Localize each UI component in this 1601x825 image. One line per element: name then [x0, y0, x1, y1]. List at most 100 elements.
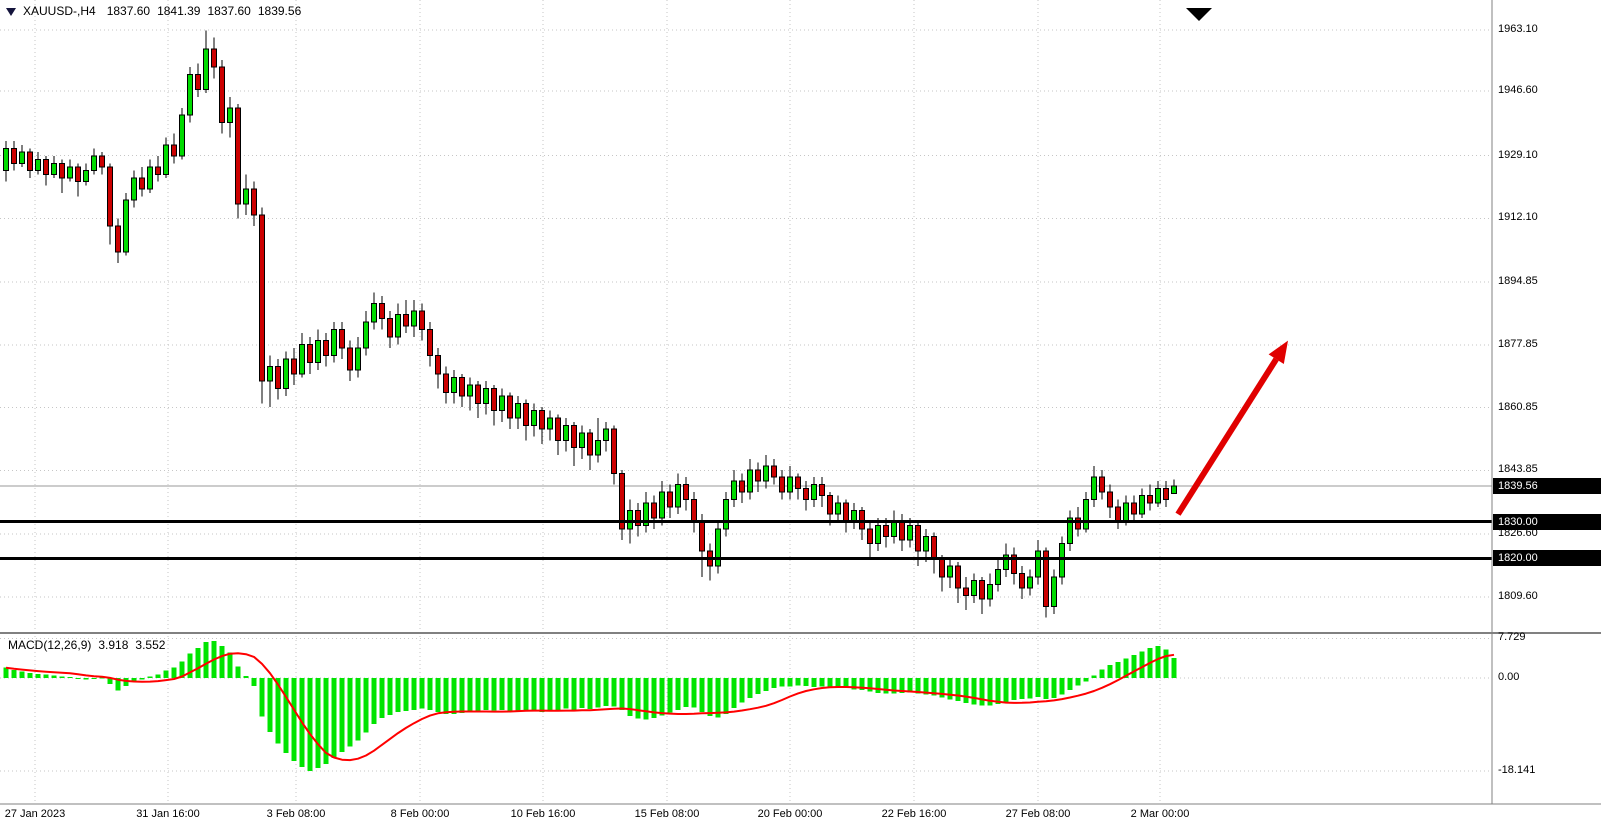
- candle-body-bear: [323, 340, 329, 356]
- time-axis[interactable]: 27 Jan 2023 31 Jan 16:00 3 Feb 08:00 8 Feb …: [0, 807, 1601, 825]
- macd-bar: [979, 677, 985, 706]
- level-line-1830.00[interactable]: [0, 520, 1492, 524]
- macd-bar: [955, 677, 961, 702]
- candle-body-bull: [299, 343, 305, 375]
- candle-body-bear: [435, 354, 441, 375]
- pane-separators[interactable]: [0, 0, 1601, 805]
- macd-bar: [771, 677, 777, 689]
- macd-bar: [747, 677, 753, 698]
- level-line-1820.00[interactable]: [0, 556, 1492, 560]
- macd-bar: [403, 677, 409, 711]
- macd-bar: [875, 677, 881, 693]
- candle-body-bull: [467, 384, 473, 397]
- candle-body-bull: [1123, 502, 1129, 523]
- candle-body-bear: [691, 498, 697, 523]
- trend-arrow-shaft[interactable]: [1175, 357, 1279, 516]
- macd-bar: [435, 677, 441, 712]
- macd-bar: [235, 666, 241, 678]
- time-axis-label: 27 Jan 2023: [4, 808, 66, 820]
- candle-body-bear: [779, 476, 785, 493]
- candle-body-bull: [355, 347, 361, 371]
- macd-bar: [411, 677, 417, 710]
- macd-bar: [379, 677, 385, 718]
- macd-bar: [1075, 677, 1081, 686]
- symbol-marker-icon: [6, 8, 16, 16]
- candle-body-bull: [891, 521, 897, 537]
- horizontal-levels[interactable]: [0, 520, 1492, 560]
- macd-bar: [851, 677, 857, 690]
- candle-body-bear: [155, 166, 161, 175]
- macd-bar: [187, 653, 193, 678]
- chart-shift-marker[interactable]: [1186, 8, 1212, 21]
- candle-body-bull: [395, 314, 401, 338]
- macd-bar: [59, 676, 65, 678]
- candle-body-bear: [347, 347, 353, 371]
- candle-body-bull: [595, 439, 601, 456]
- candle-body-bull: [787, 476, 793, 493]
- macd-bar: [811, 677, 817, 688]
- macd-bar: [219, 646, 225, 678]
- macd-bar: [787, 677, 793, 687]
- candle-body-bull: [451, 377, 457, 393]
- macd-bar: [363, 677, 369, 733]
- candle-body-bear: [1011, 554, 1017, 574]
- macd-bar: [99, 677, 105, 679]
- macd-bar: [835, 677, 841, 689]
- macd-bar: [131, 677, 137, 683]
- candle-body-bull: [547, 417, 553, 430]
- candle-body-bear: [611, 428, 617, 475]
- candle-body-bear: [1131, 502, 1137, 515]
- candle-body-bull: [659, 491, 665, 519]
- candle-body-bear: [11, 147, 17, 164]
- macd-bar: [1011, 677, 1017, 701]
- macd-bar: [1155, 646, 1161, 678]
- macd-bar: [603, 677, 609, 707]
- macd-bar: [699, 677, 705, 712]
- candle-body-bear: [651, 502, 657, 519]
- macd-bar: [715, 677, 721, 718]
- candle-body-bear: [571, 425, 577, 449]
- macd-bar: [19, 671, 25, 678]
- macd-bar: [1051, 677, 1057, 698]
- candle-body-bull: [875, 524, 881, 545]
- candle-body-bear: [1019, 572, 1025, 589]
- candle-body-bull: [203, 48, 209, 90]
- candle-body-bull: [923, 535, 929, 552]
- candle-body-bull: [1027, 576, 1033, 589]
- candle-body-bull: [227, 107, 233, 124]
- candle-body-bear: [771, 465, 777, 478]
- candle-body-bear: [379, 303, 385, 319]
- macd-bar: [515, 677, 521, 711]
- trend-arrow-head[interactable]: [1268, 340, 1288, 364]
- macd-bar: [419, 677, 425, 709]
- candle-body-bear: [427, 328, 433, 356]
- macd-bar: [283, 677, 289, 753]
- macd-bar: [227, 652, 233, 678]
- candle-body-bear: [275, 365, 281, 390]
- macd-bar: [179, 661, 185, 678]
- candle-body-bear: [523, 402, 529, 427]
- candle-body-bull: [1171, 485, 1177, 494]
- macd-bar: [291, 677, 297, 762]
- candle-body-bull: [131, 177, 137, 201]
- macd-bar: [803, 677, 809, 687]
- macd-bar: [1003, 677, 1009, 703]
- macd-bar: [915, 677, 921, 694]
- trend-arrow[interactable]: [1175, 340, 1288, 516]
- candle-body-bear: [755, 469, 761, 482]
- macd-bar: [1043, 677, 1049, 699]
- symbol-period-label: XAUUSD-,H4: [23, 4, 96, 18]
- time-axis-label: 20 Feb 00:00: [757, 808, 823, 820]
- candle-body-bull: [1051, 576, 1057, 608]
- candle-body-bull: [67, 166, 73, 179]
- candle-body-bear: [139, 177, 145, 190]
- macd-bar: [483, 677, 489, 710]
- macd-bar: [67, 676, 73, 678]
- macd-bar: [1107, 665, 1113, 678]
- macd-bar: [619, 677, 625, 710]
- macd-bar: [795, 677, 801, 686]
- macd-bar: [1171, 657, 1177, 678]
- macd-bar: [563, 677, 569, 709]
- macd-bar: [147, 676, 153, 678]
